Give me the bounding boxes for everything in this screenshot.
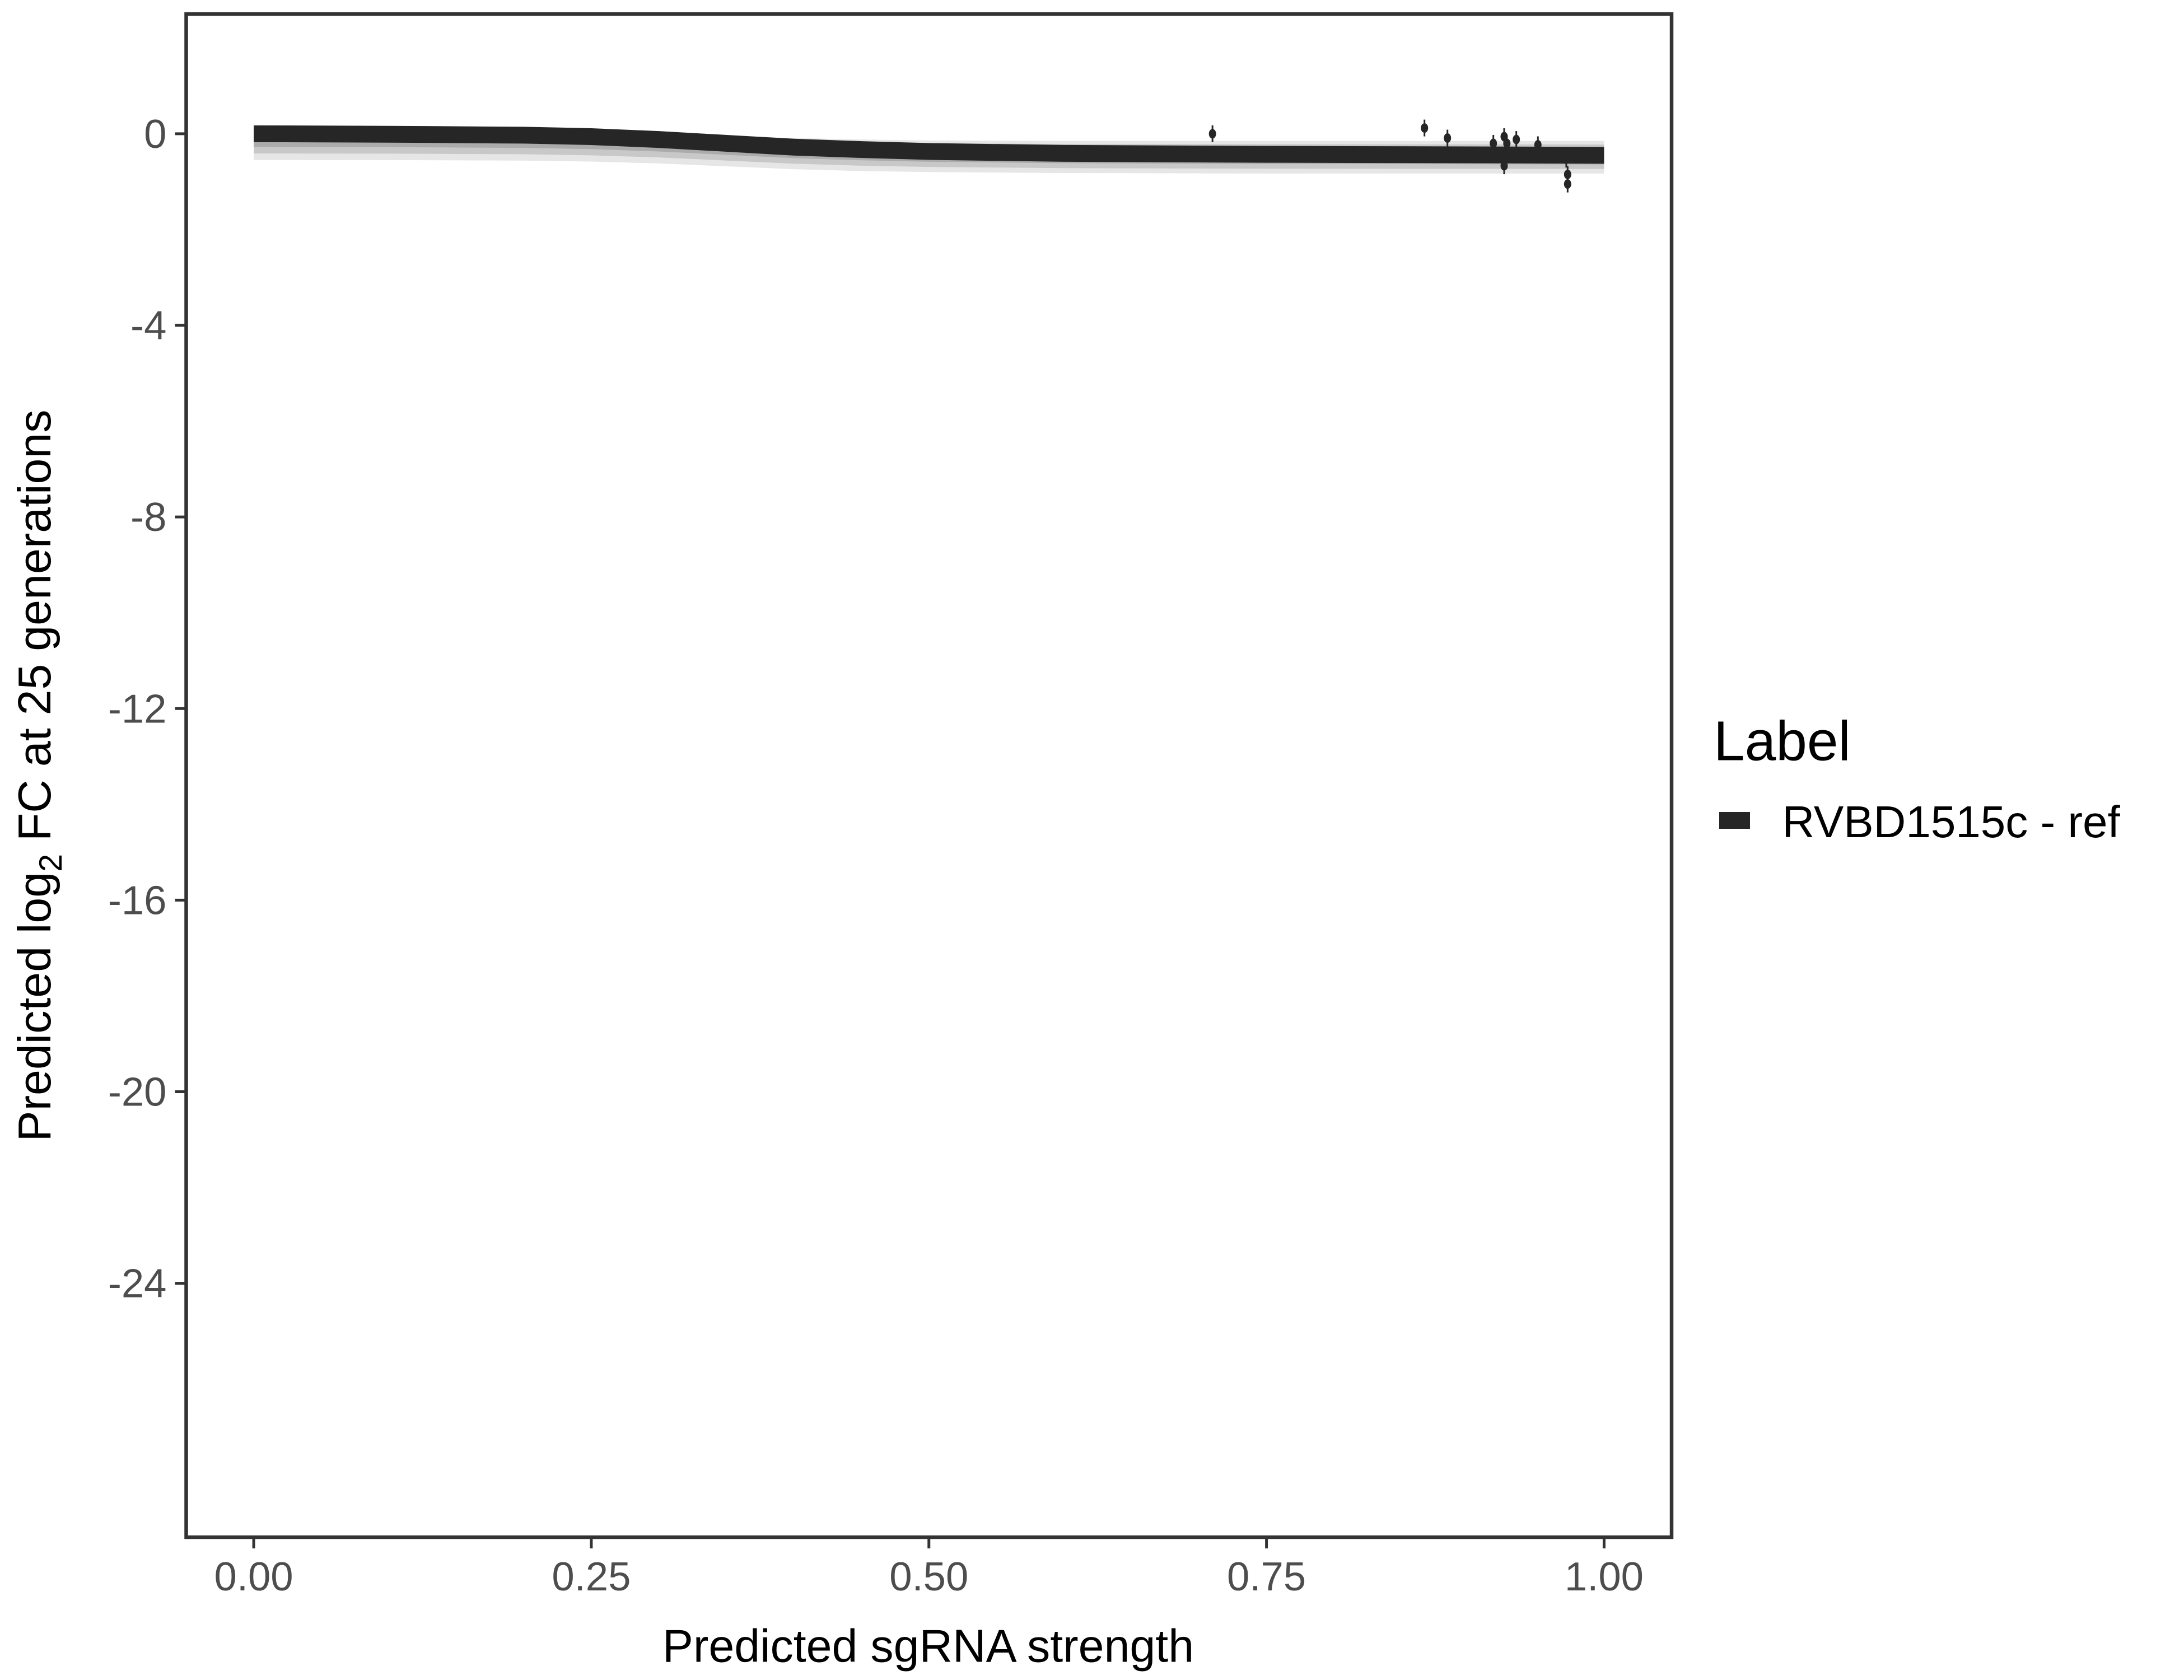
points-layer xyxy=(1208,119,1571,193)
data-point xyxy=(1500,161,1508,171)
y-axis: 0 -4 -8 -12 -16 -20 -24 xyxy=(108,111,185,1306)
data-point xyxy=(1534,140,1542,150)
y-axis-title-subscript: 2 xyxy=(33,854,69,872)
legend: Label RVBD1515c - ref xyxy=(1714,710,2121,847)
y-axis-title: Predicted log2 FC at 25 generations xyxy=(9,410,69,1142)
y-axis-title-rest: FC at 25 generations xyxy=(9,410,60,854)
legend-title: Label xyxy=(1714,710,1851,773)
x-axis: 0.00 0.25 0.50 0.75 1.00 xyxy=(214,1538,1644,1599)
x-tick-label: 0.75 xyxy=(1227,1554,1306,1599)
x-tick-label: 0.25 xyxy=(552,1554,631,1599)
legend-key-rvbd1515c-ref xyxy=(1719,812,1750,829)
y-axis-title-main: Predicted log xyxy=(9,872,60,1142)
data-point xyxy=(1564,179,1571,189)
y-tick-label: -16 xyxy=(108,878,167,923)
y-tick-label: -8 xyxy=(130,494,166,540)
data-point xyxy=(1564,170,1571,180)
plot-panel-border xyxy=(184,12,1674,1539)
fit-line xyxy=(254,125,1604,164)
x-tick-label: 1.00 xyxy=(1565,1554,1644,1599)
y-tick-label: -4 xyxy=(130,303,166,348)
y-tick-label: -12 xyxy=(108,686,167,731)
y-tick-label: 0 xyxy=(144,111,166,157)
legend-label-rvbd1515c-ref: RVBD1515c - ref xyxy=(1782,797,2121,847)
data-point xyxy=(1503,138,1511,148)
data-point xyxy=(1421,123,1429,133)
y-tick-label: -24 xyxy=(108,1261,167,1306)
y-tick-label: -20 xyxy=(108,1070,167,1115)
fit-line-layer xyxy=(254,125,1604,164)
x-axis-title: Predicted sgRNA strength xyxy=(662,1621,1194,1672)
x-tick-label: 0.50 xyxy=(889,1554,968,1599)
data-point xyxy=(1444,133,1452,143)
x-tick-label: 0.00 xyxy=(214,1554,293,1599)
data-point xyxy=(1513,134,1520,144)
data-point xyxy=(1490,138,1497,148)
data-point xyxy=(1562,154,1570,164)
data-point xyxy=(1208,129,1216,139)
